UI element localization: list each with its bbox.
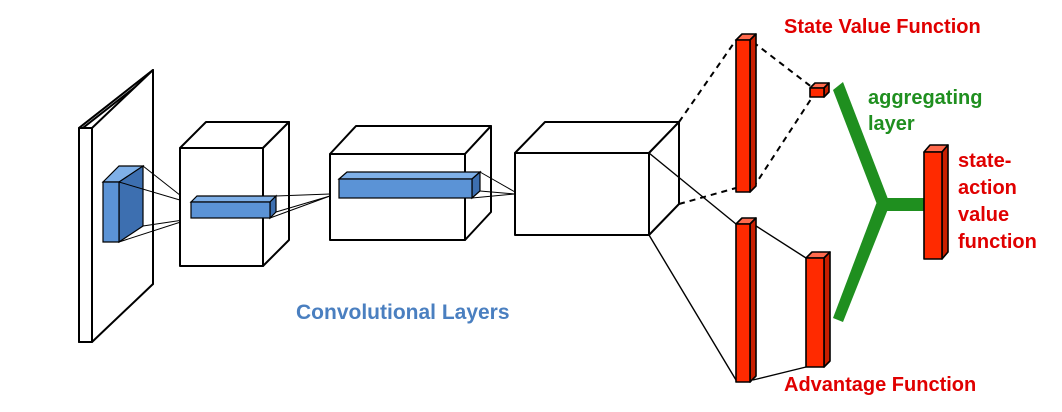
advantage-output-layer bbox=[805, 251, 831, 368]
value-fc-layer bbox=[735, 33, 757, 193]
q-label-line-2: action bbox=[958, 177, 1017, 199]
conv-block-1-feature bbox=[189, 194, 278, 220]
aggregating-label-line-1: aggregating bbox=[868, 87, 983, 109]
q-label-line-3: value bbox=[958, 204, 1010, 226]
state-action-value-label: state- action value function bbox=[958, 148, 1037, 256]
advantage-stream-lines bbox=[648, 152, 807, 381]
aggregating-layer bbox=[833, 82, 924, 322]
aggregating-label-line-2: layer bbox=[868, 113, 915, 135]
input-kernel-patch bbox=[101, 164, 145, 244]
conv-block-2-feature bbox=[337, 170, 482, 200]
conv-block-3 bbox=[514, 121, 680, 236]
value-stream-dashed-lines bbox=[678, 39, 814, 205]
kernel-connection-lines-3 bbox=[471, 171, 516, 199]
q-value-output-layer bbox=[923, 144, 949, 260]
q-label-line-4: function bbox=[958, 231, 1037, 253]
aggregating-layer-label: aggregating layer bbox=[868, 85, 982, 137]
conv-block-1 bbox=[179, 121, 290, 267]
convolutional-layers-label: Convolutional Layers bbox=[296, 301, 510, 324]
state-value-unit bbox=[809, 82, 830, 98]
advantage-fc-layer bbox=[735, 217, 757, 383]
advantage-function-label: Advantage Function bbox=[784, 374, 977, 396]
q-label-line-1: state- bbox=[958, 150, 1012, 172]
state-value-function-label: State Value Function bbox=[784, 16, 981, 38]
kernel-connection-lines-2 bbox=[269, 193, 331, 219]
